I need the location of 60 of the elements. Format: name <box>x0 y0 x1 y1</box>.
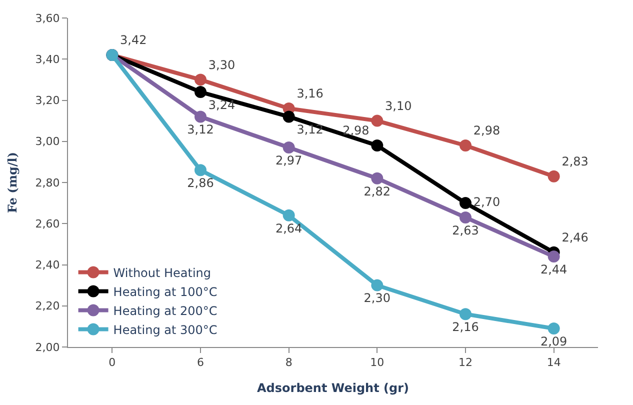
data-label: 2,16 <box>452 320 479 334</box>
legend-label: Heating at 100°C <box>113 284 218 299</box>
data-label: 3,16 <box>296 86 324 101</box>
x-tick-label: 12 <box>458 356 472 370</box>
data-label: 2,98 <box>342 124 370 138</box>
point <box>194 74 206 86</box>
point <box>194 86 206 98</box>
y-tick-label: 2,20 <box>35 300 60 313</box>
data-label: 3,10 <box>385 98 412 113</box>
point <box>194 164 206 176</box>
point <box>282 142 295 154</box>
y-tick-label: 3,60 <box>35 12 60 25</box>
data-label: 2,44 <box>540 262 568 276</box>
legend-label: Heating at 300°C <box>113 322 218 337</box>
y-tick-label: 2,60 <box>35 217 60 230</box>
y-tick-label: 2,00 <box>35 340 60 354</box>
y-tick-label: 2,40 <box>35 258 60 272</box>
point <box>548 322 560 334</box>
x-axis-title: Adsorbent Weight (gr) <box>257 381 409 396</box>
x-tick-label: 10 <box>370 356 384 370</box>
data-label: 2,86 <box>187 176 214 190</box>
point <box>460 211 472 224</box>
point <box>371 172 384 184</box>
point <box>194 110 206 123</box>
point <box>371 114 384 127</box>
y-tick-label: 3,00 <box>35 135 60 148</box>
y-tick-label: 3,40 <box>35 52 60 66</box>
point <box>548 170 560 182</box>
point <box>460 308 472 320</box>
data-label: 3,30 <box>208 58 236 72</box>
data-label: 2,46 <box>562 230 588 245</box>
data-label: 2,64 <box>275 221 302 236</box>
data-label: 2,82 <box>364 184 391 198</box>
data-label: 2,09 <box>540 334 568 348</box>
x-tick-label: 14 <box>546 356 561 370</box>
legend-label: Heating at 200°C <box>113 304 218 318</box>
data-label: 2,83 <box>562 154 588 168</box>
data-label: 2,63 <box>452 223 479 238</box>
y-tick-label: 2,80 <box>35 176 60 190</box>
data-label: 2,98 <box>473 124 500 138</box>
point <box>460 139 472 152</box>
point <box>282 110 295 123</box>
data-label: 3,24 <box>208 98 236 112</box>
data-label: 2,97 <box>275 153 302 168</box>
point <box>371 139 384 152</box>
point <box>548 250 560 263</box>
data-label: 3,12 <box>187 122 214 137</box>
x-tick-label: 0 <box>108 356 116 370</box>
data-label: 2,30 <box>364 291 391 306</box>
data-label: 3,12 <box>296 122 324 137</box>
point <box>371 279 384 292</box>
x-tick-label: 6 <box>197 356 204 370</box>
y-tick-label: 3,20 <box>35 94 60 108</box>
y-axis-title: Fe (mg/l) <box>6 152 20 214</box>
x-tick-label: 8 <box>285 356 292 370</box>
point <box>460 197 472 210</box>
data-label: 3,42 <box>120 33 147 48</box>
legend-label: Without Heating <box>113 266 212 280</box>
data-label: 2,70 <box>473 195 500 210</box>
point <box>282 209 295 222</box>
